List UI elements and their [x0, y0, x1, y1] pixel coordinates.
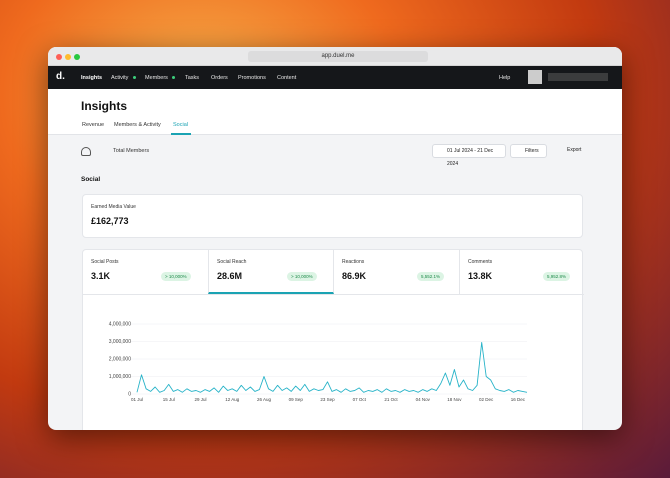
top-nav: d. Insights Activity Members Tasks Order…: [48, 66, 622, 89]
metric-label: Comments: [468, 259, 493, 265]
metric-label: Social Reach: [217, 259, 247, 265]
metrics-card: Social Posts 3.1K > 10,000% Social Reach…: [82, 249, 584, 430]
y-tick-label: 1,000,000: [109, 374, 131, 380]
x-tick-label: 01 Jul: [131, 397, 143, 402]
minimize[interactable]: [65, 54, 71, 60]
browser-window: app.duel.me d. Insights Activity Members…: [48, 47, 622, 430]
export[interactable]: Export: [567, 147, 582, 153]
y-tick-label: 3,000,000: [109, 339, 131, 345]
metric-value: 3.1K: [91, 271, 111, 281]
x-tick-label: 15 Jul: [163, 397, 175, 402]
active-tab: [208, 250, 334, 294]
section-title: Social: [81, 176, 101, 183]
y-tick-label: 0: [128, 391, 131, 397]
x-tick-label: 29 Jul: [194, 397, 206, 402]
divider: [83, 294, 584, 295]
change-badge: > 10,000%: [161, 272, 191, 281]
help[interactable]: Help: [499, 75, 511, 81]
nav-item[interactable]: Content: [277, 75, 297, 81]
metric-value: £162,773: [91, 216, 129, 226]
segment[interactable]: Total Members: [113, 148, 150, 154]
tab[interactable]: Members & Activity: [114, 122, 161, 128]
y-tick-label: 2,000,000: [109, 356, 131, 362]
x-tick-label: 07 Oct: [353, 397, 367, 402]
x-tick-label: 09 Sep: [289, 397, 304, 402]
metric-label: Reactions: [342, 259, 365, 265]
metric-label: Social Posts: [91, 259, 119, 265]
page-header: Insights Revenue Members & Activity Soci…: [48, 89, 622, 135]
nav-item[interactable]: Members: [145, 75, 168, 81]
date-range[interactable]: 01 Jul 2024 - 21 Dec 2024: [432, 144, 506, 167]
line: [136, 341, 528, 393]
nav-item[interactable]: Orders: [211, 75, 228, 81]
nav-item[interactable]: Promotions: [238, 75, 266, 81]
x-tick-label: 26 Aug: [257, 397, 272, 402]
status-dot: [172, 76, 175, 79]
y-tick-label: 4,000,000: [109, 321, 131, 327]
browser-toolbar: app.duel.me: [48, 47, 622, 66]
members-icon: [81, 147, 91, 156]
change-badge: > 10,000%: [287, 272, 317, 281]
metric-value: 28.6M: [217, 271, 243, 281]
change-badge: 5,952.8%: [543, 272, 571, 281]
filters[interactable]: Filters: [510, 144, 547, 158]
user-name[interactable]: [548, 73, 608, 81]
x-tick-label: 21 Oct: [384, 397, 398, 402]
tab-underline: [171, 133, 191, 135]
x-tick-label: 16 Dec: [511, 397, 526, 402]
x-tick-label: 04 Nov: [416, 397, 431, 402]
nav-item[interactable]: Tasks: [185, 75, 200, 81]
x-tick-label: 12 Aug: [225, 397, 240, 402]
change-badge: 5,552.1%: [417, 272, 445, 281]
nav-item[interactable]: Activity: [111, 75, 129, 81]
tab[interactable]: Revenue: [82, 122, 105, 128]
nav-item[interactable]: Insights: [81, 75, 103, 81]
earned-media-card: Earned Media Value £162,773: [82, 194, 583, 238]
divider: [459, 250, 460, 294]
tab[interactable]: Social: [173, 122, 188, 128]
logo[interactable]: d.: [56, 71, 65, 82]
close[interactable]: [56, 54, 62, 60]
x-tick-label: 18 Nov: [447, 397, 462, 402]
avatar[interactable]: [528, 70, 542, 84]
metric-label: Earned Media Value: [91, 204, 136, 210]
address-bar[interactable]: app.duel.me: [248, 51, 428, 62]
x-tick-label: 02 Dec: [479, 397, 494, 402]
x-tick-label: 23 Sep: [320, 397, 335, 402]
metric-value: 13.8K: [468, 271, 493, 281]
zoom[interactable]: [74, 54, 80, 60]
metric-value: 86.9K: [342, 271, 367, 281]
page-title: Insights: [81, 99, 128, 113]
status-dot: [133, 76, 136, 79]
